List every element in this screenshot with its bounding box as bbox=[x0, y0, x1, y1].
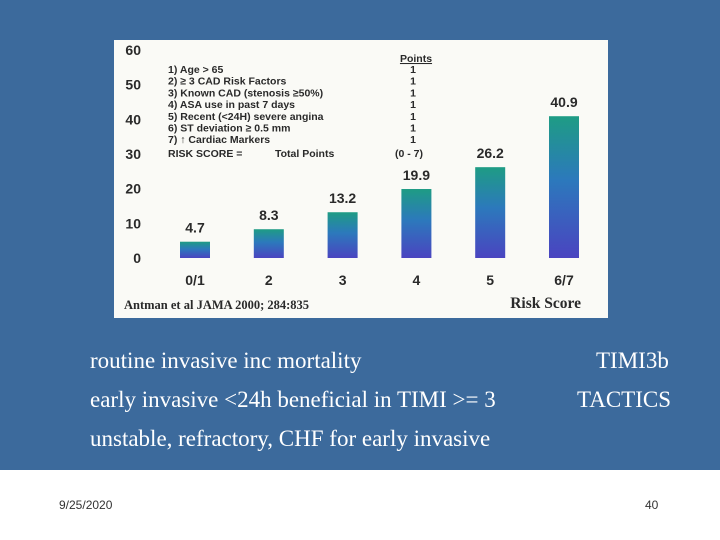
legend-item-points: 1 bbox=[410, 64, 416, 76]
y-tick-label: 50 bbox=[125, 77, 141, 93]
legend-item-label: 1) Age > 65 bbox=[168, 64, 224, 76]
bar bbox=[475, 167, 506, 258]
x-tick-label: 0/1 bbox=[185, 272, 205, 288]
bullet-line-1: routine invasive inc mortality bbox=[90, 348, 362, 373]
x-tick-label: 4 bbox=[413, 272, 421, 288]
x-tick-label: 2 bbox=[265, 272, 273, 288]
x-tick-label: 6/7 bbox=[554, 272, 574, 288]
x-tick-label: 3 bbox=[339, 272, 347, 288]
legend-total-mid: Total Points bbox=[275, 148, 334, 160]
chart-background bbox=[114, 40, 608, 318]
bar-value-label: 26.2 bbox=[477, 145, 504, 161]
y-axis-ticks: 0 10 20 30 40 50 60 bbox=[125, 42, 141, 266]
x-axis-ticks: 0/1 2 3 4 5 6/7 bbox=[185, 272, 574, 288]
legend-item-label: 6) ST deviation ≥ 0.5 mm bbox=[168, 123, 290, 135]
bullet-line-2: early invasive <24h beneficial in TIMI >… bbox=[90, 387, 496, 412]
bar-value-label: 19.9 bbox=[403, 167, 430, 183]
legend-item-points: 1 bbox=[410, 87, 416, 99]
legend-total-range: (0 - 7) bbox=[395, 148, 423, 160]
risk-score-chart: 0 10 20 30 40 50 60 4.7 8.3 13.2 19.9 26.2 40.9 0/1… bbox=[114, 40, 608, 318]
y-tick-label: 60 bbox=[125, 42, 141, 58]
legend-item-points: 1 bbox=[410, 111, 416, 123]
risk-factor-legend: Points 1) Age > 65 1 2) ≥ 3 CAD Risk Facto… bbox=[168, 53, 432, 160]
y-tick-label: 20 bbox=[125, 181, 141, 197]
legend-header: Points bbox=[400, 53, 432, 65]
bullet-line-2-reference: TACTICS bbox=[577, 387, 671, 412]
x-axis-label: Risk Score bbox=[510, 295, 581, 312]
chart-source: Antman et al JAMA 2000; 284:835 bbox=[124, 298, 309, 312]
legend-item-label: 7) ↑ Cardiac Markers bbox=[168, 134, 270, 146]
bar bbox=[401, 189, 432, 258]
y-tick-label: 30 bbox=[125, 146, 141, 162]
legend-item-label: 2) ≥ 3 CAD Risk Factors bbox=[168, 76, 287, 88]
bullet-line-1-reference: TIMI3b bbox=[596, 348, 669, 373]
legend-item-points: 1 bbox=[410, 76, 416, 88]
bullet-line-3: unstable, refractory, CHF for early inva… bbox=[90, 426, 491, 451]
x-tick-label: 5 bbox=[486, 272, 494, 288]
bar-value-label: 8.3 bbox=[259, 207, 279, 223]
bar bbox=[549, 116, 579, 258]
bar-value-label: 40.9 bbox=[550, 94, 577, 110]
legend-item-label: 5) Recent (<24H) severe angina bbox=[168, 111, 324, 123]
bar-value-label: 13.2 bbox=[329, 190, 356, 206]
legend-total-left: RISK SCORE = bbox=[168, 148, 242, 160]
legend-item-label: 4) ASA use in past 7 days bbox=[168, 99, 295, 111]
legend-item-points: 1 bbox=[410, 134, 416, 146]
bar bbox=[253, 229, 284, 258]
legend-item-label: 3) Known CAD (stenosis ≥50%) bbox=[168, 87, 323, 99]
footer-date: 9/25/2020 bbox=[59, 498, 113, 512]
legend-item-points: 1 bbox=[410, 99, 416, 111]
legend-item-points: 1 bbox=[410, 123, 416, 135]
bars: 4.7 8.3 13.2 19.9 26.2 40.9 bbox=[180, 94, 579, 258]
y-tick-label: 40 bbox=[125, 111, 141, 127]
footer-page-number: 40 bbox=[645, 498, 659, 512]
y-tick-label: 10 bbox=[125, 215, 141, 231]
bar bbox=[327, 212, 358, 258]
y-tick-label: 0 bbox=[133, 250, 141, 266]
bar-value-label: 4.7 bbox=[185, 220, 205, 236]
bar bbox=[180, 241, 210, 258]
